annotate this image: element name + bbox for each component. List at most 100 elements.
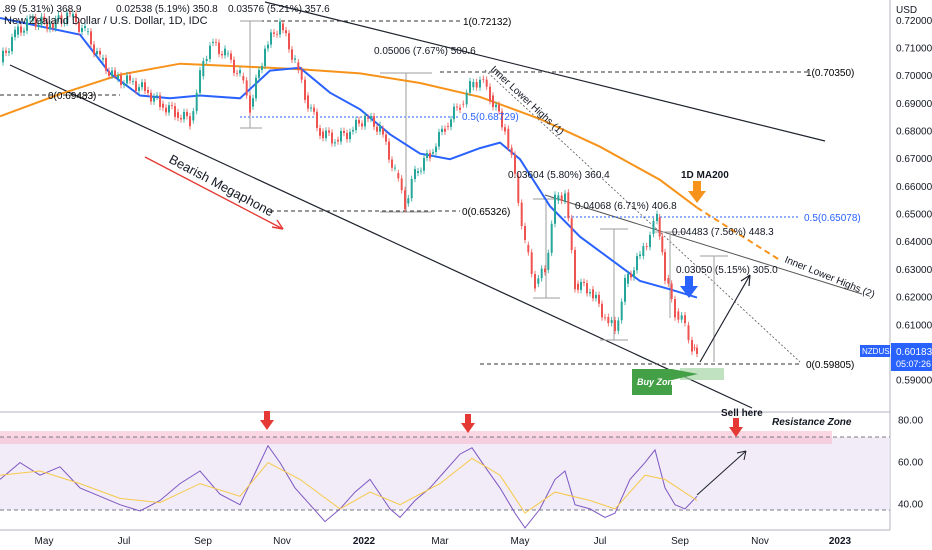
candle-body: [661, 236, 664, 253]
price-tick-label: 0.59000: [896, 376, 932, 387]
bearish-arrow-head: [271, 219, 284, 230]
measure-label-4: 0.03604 (5.80%) 360.4: [508, 170, 610, 181]
measure-label-6: 0.04483 (7.56%) 448.3: [672, 227, 774, 238]
candle-body: [147, 90, 149, 93]
candle-body: [658, 217, 661, 237]
candle-body: [379, 124, 381, 132]
rsi-band: [0, 437, 890, 510]
candle-body: [135, 81, 137, 91]
ma200-marker-arrow: [688, 181, 706, 203]
candle-body: [438, 132, 440, 147]
rsi-sell-arrow-2: [461, 414, 475, 433]
candle-body: [288, 33, 290, 50]
candle-body: [627, 273, 629, 284]
time-tick-label: Jul: [118, 536, 131, 547]
price-tick-label: 0.64000: [896, 237, 932, 248]
candle-body: [577, 283, 579, 290]
candle-body: [469, 81, 471, 93]
candle-body: [114, 70, 116, 76]
candle-body: [444, 128, 446, 132]
candle-body: [221, 54, 223, 56]
candle-body: [72, 13, 74, 17]
last-price-countdown: 05:07:26: [896, 359, 931, 369]
candle-body: [96, 51, 98, 55]
measure-label-5: 0.04068 (6.71%) 406.8: [575, 201, 677, 212]
candle-body: [212, 41, 214, 43]
candle-body: [144, 82, 146, 91]
measure-label-1: 0.02538 (5.19%) 350.8: [116, 4, 218, 15]
candle-body: [264, 48, 266, 67]
candle-body: [614, 320, 616, 331]
candle-body: [337, 139, 339, 142]
candle-body: [367, 117, 369, 119]
time-tick-label: Nov: [273, 536, 291, 547]
candle-body: [624, 277, 626, 302]
candle-body: [153, 96, 155, 102]
candle-body: [583, 281, 585, 283]
candle-body: [352, 129, 354, 132]
candle-body: [331, 132, 333, 144]
candle-body: [514, 154, 516, 174]
candle-body: [400, 178, 403, 191]
candle-body: [202, 61, 205, 77]
candle-body: [343, 131, 345, 133]
candle-body: [105, 58, 107, 71]
candle-body: [604, 317, 606, 319]
price-tick-label: 0.72000: [896, 16, 932, 27]
last-price-tag-bg: [891, 343, 932, 371]
candle-body: [385, 134, 387, 142]
fib-label-right-1: 1(0.70350): [806, 68, 854, 79]
candle-body: [177, 112, 179, 118]
candle-body: [417, 171, 419, 173]
candle-body: [255, 77, 257, 99]
candle-body: [570, 218, 573, 250]
candle-body: [99, 51, 101, 55]
candle-body: [547, 252, 550, 270]
time-tick-label: Sep: [194, 536, 212, 547]
candle-body: [40, 16, 43, 25]
candle-body: [414, 169, 416, 179]
candle-body: [560, 195, 563, 201]
candle-body: [8, 51, 10, 53]
candle-body: [162, 103, 164, 108]
candle-body: [205, 59, 208, 61]
candle-body: [236, 72, 238, 74]
candle-body: [20, 26, 22, 33]
candle-body: [349, 131, 351, 140]
candle-body: [489, 86, 491, 102]
candle-body: [227, 53, 229, 55]
bearish-arrow-line: [144, 156, 284, 230]
candle-body: [459, 107, 461, 110]
candle-body: [49, 23, 51, 30]
price-axis-ticks: 0.72000 0.71000 0.70000 0.69000 0.68000 0.670…: [896, 16, 932, 387]
candle-body: [294, 58, 296, 60]
candle-body: [680, 315, 683, 320]
chart-title: New Zealand Dollar / U.S. Dollar, 1D, ID…: [4, 15, 208, 27]
candle-body: [138, 87, 140, 91]
candle-body: [270, 32, 272, 45]
candle-body: [156, 95, 158, 97]
time-tick-label: Sep: [671, 536, 689, 547]
candle-body: [450, 119, 452, 127]
candle-body: [171, 105, 173, 107]
time-tick-label: Nov: [751, 536, 769, 547]
candle-body: [517, 175, 520, 203]
candle-body: [14, 29, 16, 38]
candle-body: [282, 23, 284, 31]
candle-body: [382, 128, 384, 135]
candle-body: [78, 22, 80, 32]
price-tick-label: 0.62000: [896, 293, 932, 304]
inner-lower-highs-2-line: [544, 194, 863, 295]
candle-body: [656, 214, 658, 221]
rsi-sell-arrow-1: [260, 411, 274, 430]
candle-body: [192, 111, 195, 121]
candle-body: [674, 299, 676, 318]
candle-body: [642, 246, 645, 256]
candle-body: [554, 194, 556, 224]
candle-body: [209, 45, 211, 59]
candle-body: [435, 146, 437, 152]
ma50-marker-arrow: [680, 276, 698, 298]
candle-body: [307, 95, 309, 109]
candle-body: [482, 78, 485, 80]
